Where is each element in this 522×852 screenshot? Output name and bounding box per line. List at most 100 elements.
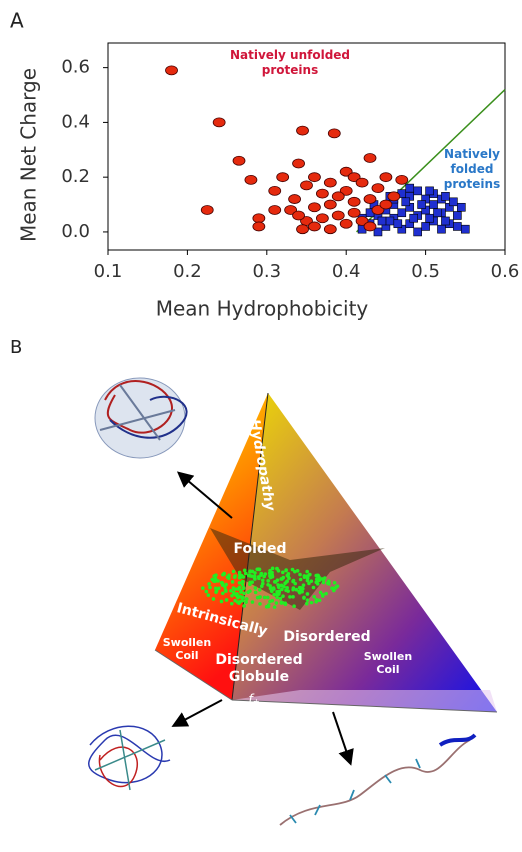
dot (216, 586, 221, 591)
point (252, 213, 266, 224)
point (417, 200, 426, 209)
point (460, 224, 470, 234)
dot (211, 597, 216, 601)
dot (216, 579, 220, 583)
point (327, 128, 341, 139)
dot (266, 595, 270, 600)
x-axis-label: Mean Hydrophobicity (156, 297, 369, 321)
point (268, 185, 282, 196)
dot (318, 590, 323, 595)
dot (305, 569, 309, 574)
green-dots (201, 566, 340, 609)
dot (260, 578, 265, 583)
dot (259, 572, 263, 576)
y-tick-label: 0.4 (61, 111, 90, 132)
point (421, 222, 430, 231)
dot (317, 575, 321, 580)
dot (291, 586, 296, 590)
point (413, 186, 422, 196)
dot (238, 599, 242, 604)
dot (278, 596, 283, 601)
arrow (171, 699, 223, 727)
dot (240, 582, 245, 587)
point (339, 218, 353, 229)
dot (268, 599, 272, 604)
folded-region (210, 528, 385, 610)
panel-label: A (10, 9, 24, 33)
point (292, 210, 305, 221)
dot (231, 586, 236, 590)
dot (226, 576, 231, 581)
point (288, 194, 301, 204)
point (252, 221, 266, 232)
base-front (232, 690, 497, 712)
dot (309, 579, 314, 583)
y-tick-label: 0.2 (61, 166, 90, 187)
dot (320, 577, 324, 581)
dot (275, 566, 279, 571)
plot-frame (107, 42, 506, 251)
dot (224, 598, 229, 602)
dot (311, 585, 316, 590)
point (363, 221, 377, 232)
point (308, 202, 321, 213)
point (276, 172, 290, 183)
dot (237, 581, 242, 585)
dot (250, 580, 255, 584)
dot (298, 588, 303, 593)
pyramid (154, 392, 498, 713)
dot (271, 586, 276, 590)
dot (253, 571, 257, 575)
dot (256, 575, 261, 579)
dot (280, 587, 284, 592)
dot (250, 600, 255, 604)
dot (315, 580, 319, 585)
dot (288, 595, 292, 599)
dot (320, 593, 325, 597)
point (379, 199, 393, 210)
point (453, 222, 462, 231)
dot (285, 573, 290, 578)
dot (223, 584, 227, 589)
dot (262, 574, 266, 579)
dot (248, 569, 253, 573)
dot (284, 588, 288, 593)
protein-coil (88, 725, 171, 791)
point (347, 196, 361, 207)
dot (249, 574, 254, 578)
dot (291, 578, 296, 583)
y-axis-label: Mean Net Charge (17, 68, 41, 242)
dot (241, 579, 245, 584)
point (315, 188, 329, 199)
dot (281, 594, 285, 598)
dot (207, 582, 211, 586)
dot (309, 600, 314, 605)
point (437, 224, 446, 234)
dot (268, 568, 272, 573)
point (453, 211, 462, 220)
dot (292, 569, 297, 574)
point (457, 202, 466, 212)
point (395, 175, 409, 185)
dot (304, 601, 309, 606)
region-label: Folded (234, 541, 287, 557)
point (387, 191, 401, 202)
dot (301, 583, 306, 587)
point (232, 155, 246, 166)
dot (324, 591, 328, 596)
dot (280, 600, 284, 605)
point (429, 200, 438, 209)
dot (293, 581, 298, 586)
dot (243, 571, 248, 576)
point (355, 216, 369, 226)
x-tick-label: 0.5 (411, 261, 440, 282)
dot (257, 587, 262, 592)
dot (332, 580, 337, 585)
point (441, 216, 450, 226)
dot (297, 585, 302, 590)
dot (270, 566, 275, 571)
dot (241, 595, 245, 600)
dot (242, 591, 246, 596)
dot (236, 587, 240, 591)
